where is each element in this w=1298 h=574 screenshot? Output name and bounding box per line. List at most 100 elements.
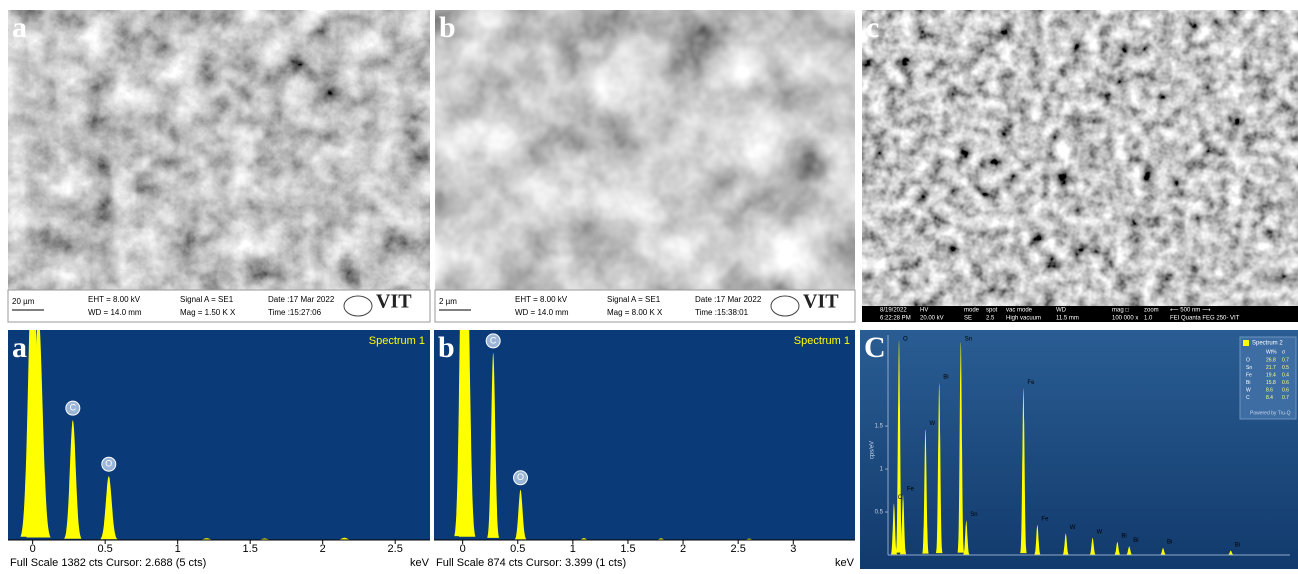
peak xyxy=(1159,548,1167,555)
plot-background xyxy=(860,330,1298,569)
info-text: Mag = 8.00 K X xyxy=(607,308,663,317)
peak-label: C xyxy=(898,495,903,501)
peak-label: Fe xyxy=(1041,517,1049,523)
peak xyxy=(1114,542,1121,555)
sem-image xyxy=(435,10,855,290)
y-tick-label: 1.5 xyxy=(875,424,884,430)
table-cell: Fe xyxy=(1246,372,1252,378)
table-cell: 0.6 xyxy=(1282,387,1289,393)
peak-label: C xyxy=(490,335,497,345)
table-cell: 21.7 xyxy=(1266,365,1276,371)
peak xyxy=(335,537,354,540)
table-cell: 19.4 xyxy=(1266,372,1276,378)
axis-strip xyxy=(434,540,855,569)
peak xyxy=(963,520,970,555)
peak xyxy=(1020,388,1027,554)
footer: Full Scale 874 cts Cursor: 3.399 (1 cts) xyxy=(436,557,626,569)
peak-label: O xyxy=(105,459,112,469)
info-text: 20.00 kV xyxy=(920,316,944,322)
peak-label: Sn xyxy=(965,337,972,343)
info-text: spot xyxy=(986,308,998,314)
peak xyxy=(1126,546,1133,555)
peak xyxy=(899,494,907,555)
peak-label: Bi xyxy=(1121,534,1126,540)
peak-label-circle xyxy=(485,333,501,349)
plot-background xyxy=(434,330,855,540)
note: Powered by Tru-Q xyxy=(1250,410,1291,416)
table-cell: Sn xyxy=(1246,365,1252,371)
table-cell: 0.4 xyxy=(1282,372,1289,378)
info-text: mode xyxy=(964,308,980,314)
x-tick-label: 0 xyxy=(30,543,36,555)
table-cell: O xyxy=(1246,357,1250,363)
spectrum-title: Spectrum 1 xyxy=(794,335,850,347)
peak xyxy=(26,330,51,538)
peak-label: C xyxy=(70,403,77,413)
info-text: 2 µm xyxy=(439,297,457,306)
table-header: Wt% xyxy=(1266,349,1277,355)
peaks xyxy=(454,330,756,540)
peak xyxy=(890,503,898,555)
peak xyxy=(1227,550,1234,555)
info-text: Date :17 Mar 2022 xyxy=(695,295,762,304)
panel-label: C xyxy=(864,331,886,364)
table-header: σ xyxy=(1282,349,1286,355)
panel-label: b xyxy=(438,331,455,364)
table-cell: 0.7 xyxy=(1282,357,1289,363)
table-cell: 8.6 xyxy=(1266,387,1273,393)
x-tick-label: 1.5 xyxy=(620,543,635,555)
info-text: High vacuum xyxy=(1006,316,1041,322)
table-cell: Bi xyxy=(1246,380,1250,386)
info-text: WD xyxy=(1056,308,1067,314)
peak-label: Fe xyxy=(1027,380,1035,386)
table-cell: 0.5 xyxy=(1282,365,1289,371)
plot-background xyxy=(8,330,430,540)
info-text: mag □ xyxy=(1112,308,1129,314)
panel-label: a xyxy=(12,11,27,44)
info-bar xyxy=(7,289,431,323)
peak xyxy=(957,341,964,553)
peak-label-circle xyxy=(65,400,81,416)
info-text: EHT = 8.00 kV xyxy=(515,295,568,304)
peak-label: W xyxy=(929,421,935,427)
peak-label: O xyxy=(903,337,908,343)
peak xyxy=(895,340,903,553)
info-text: 1.0 xyxy=(1144,316,1153,322)
x-tick-label: 1 xyxy=(175,543,181,555)
peak-label: W xyxy=(1097,529,1103,535)
x-unit: keV xyxy=(410,557,430,569)
y-label: cps/eV xyxy=(870,441,876,459)
axis-strip xyxy=(8,540,430,569)
x-tick-label: 1.5 xyxy=(243,543,258,555)
y-tick-label: 1 xyxy=(880,467,884,473)
info-bar xyxy=(434,289,856,323)
x-tick-label: 0.5 xyxy=(510,543,525,555)
info-text: HV xyxy=(920,308,928,314)
info-bar xyxy=(862,306,1298,322)
peak xyxy=(1034,524,1041,555)
panel-label: b xyxy=(439,11,456,44)
peak-label-circle xyxy=(513,470,529,486)
peak xyxy=(487,352,500,538)
peak-label: W xyxy=(1070,525,1076,531)
x-tick-label: 3 xyxy=(790,543,796,555)
table-cell: W xyxy=(1246,387,1251,393)
x-unit: keV xyxy=(835,557,855,569)
peak xyxy=(922,429,929,554)
table-cell: C xyxy=(1246,395,1250,401)
legend-swatch xyxy=(1243,340,1249,346)
x-tick-label: 2 xyxy=(680,543,686,555)
footer: Full Scale 1382 cts Cursor: 2.688 (5 cts… xyxy=(10,557,206,569)
table-cell: 0.6 xyxy=(1282,380,1289,386)
peak xyxy=(1062,533,1069,555)
sem-image xyxy=(8,10,430,290)
peak-label-circle xyxy=(101,456,117,472)
logo-emblem xyxy=(343,295,373,317)
peak-label: Bi xyxy=(1235,542,1240,548)
info-text: Signal A = SE1 xyxy=(180,295,234,304)
peak-label: O xyxy=(517,472,524,482)
x-tick-label: 0 xyxy=(460,543,466,555)
peak-label: Bi xyxy=(1133,538,1138,544)
info-text: SE xyxy=(964,316,972,322)
